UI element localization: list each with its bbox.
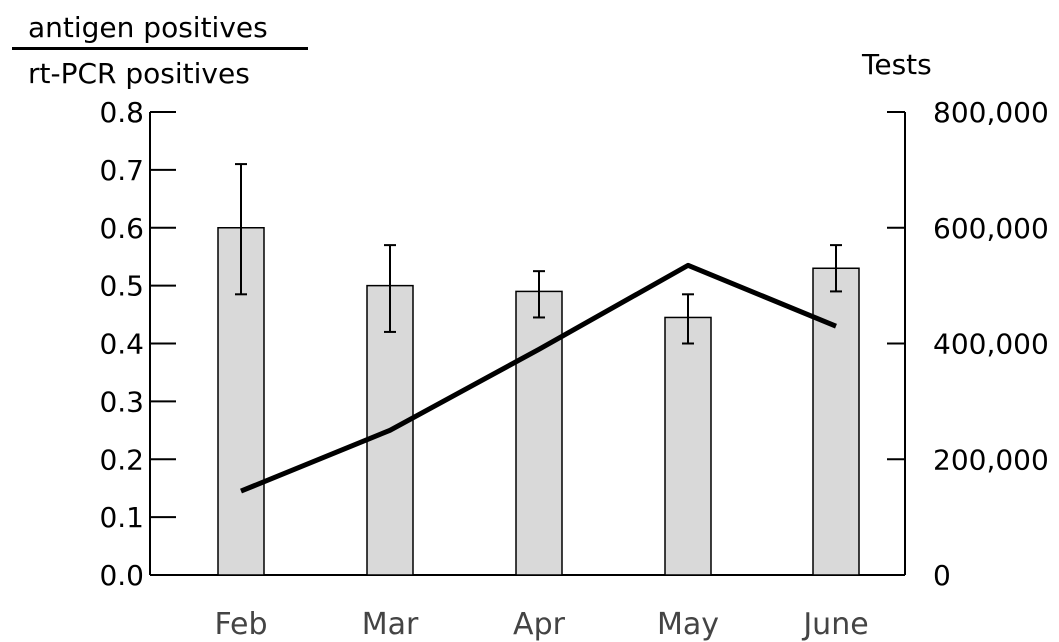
left-axis-tick-label: 0.7 [99, 154, 144, 187]
left-axis-label-denominator: rt-PCR positives [28, 57, 250, 90]
x-axis-tick-label: Apr [513, 607, 566, 642]
right-axis-label: Tests [862, 48, 932, 81]
x-axis-tick-label: June [801, 607, 868, 642]
left-axis-tick-label: 0.2 [99, 443, 144, 476]
left-axis-label-numerator: antigen positives [28, 11, 268, 44]
right-axis-tick-label: 800,000 [933, 96, 1049, 129]
right-axis-tick-label: 200,000 [933, 443, 1049, 476]
bar [664, 316, 712, 576]
left-axis-tick-label: 0.0 [99, 559, 144, 592]
x-axis-tick-label: May [657, 607, 719, 642]
left-axis-tick-label: 0.3 [99, 385, 144, 418]
left-axis-tick-label: 0.1 [99, 501, 144, 534]
left-axis-tick-label: 0.5 [99, 270, 144, 303]
left-axis-tick-label: 0.8 [99, 96, 144, 129]
tests-line [240, 262, 837, 494]
right-axis-tick-label: 600,000 [933, 212, 1049, 245]
left-axis-label-fraction-bar [12, 47, 308, 50]
right-axis-tick-label: 0 [933, 559, 951, 592]
left-axis-tick-label: 0.4 [99, 328, 144, 361]
left-axis-tick-label: 0.6 [99, 212, 144, 245]
bar [515, 290, 563, 576]
x-axis-tick-label: Feb [214, 607, 267, 642]
bar [812, 267, 860, 576]
x-axis-tick-label: Mar [362, 607, 419, 642]
right-axis-tick-label: 400,000 [933, 328, 1049, 361]
